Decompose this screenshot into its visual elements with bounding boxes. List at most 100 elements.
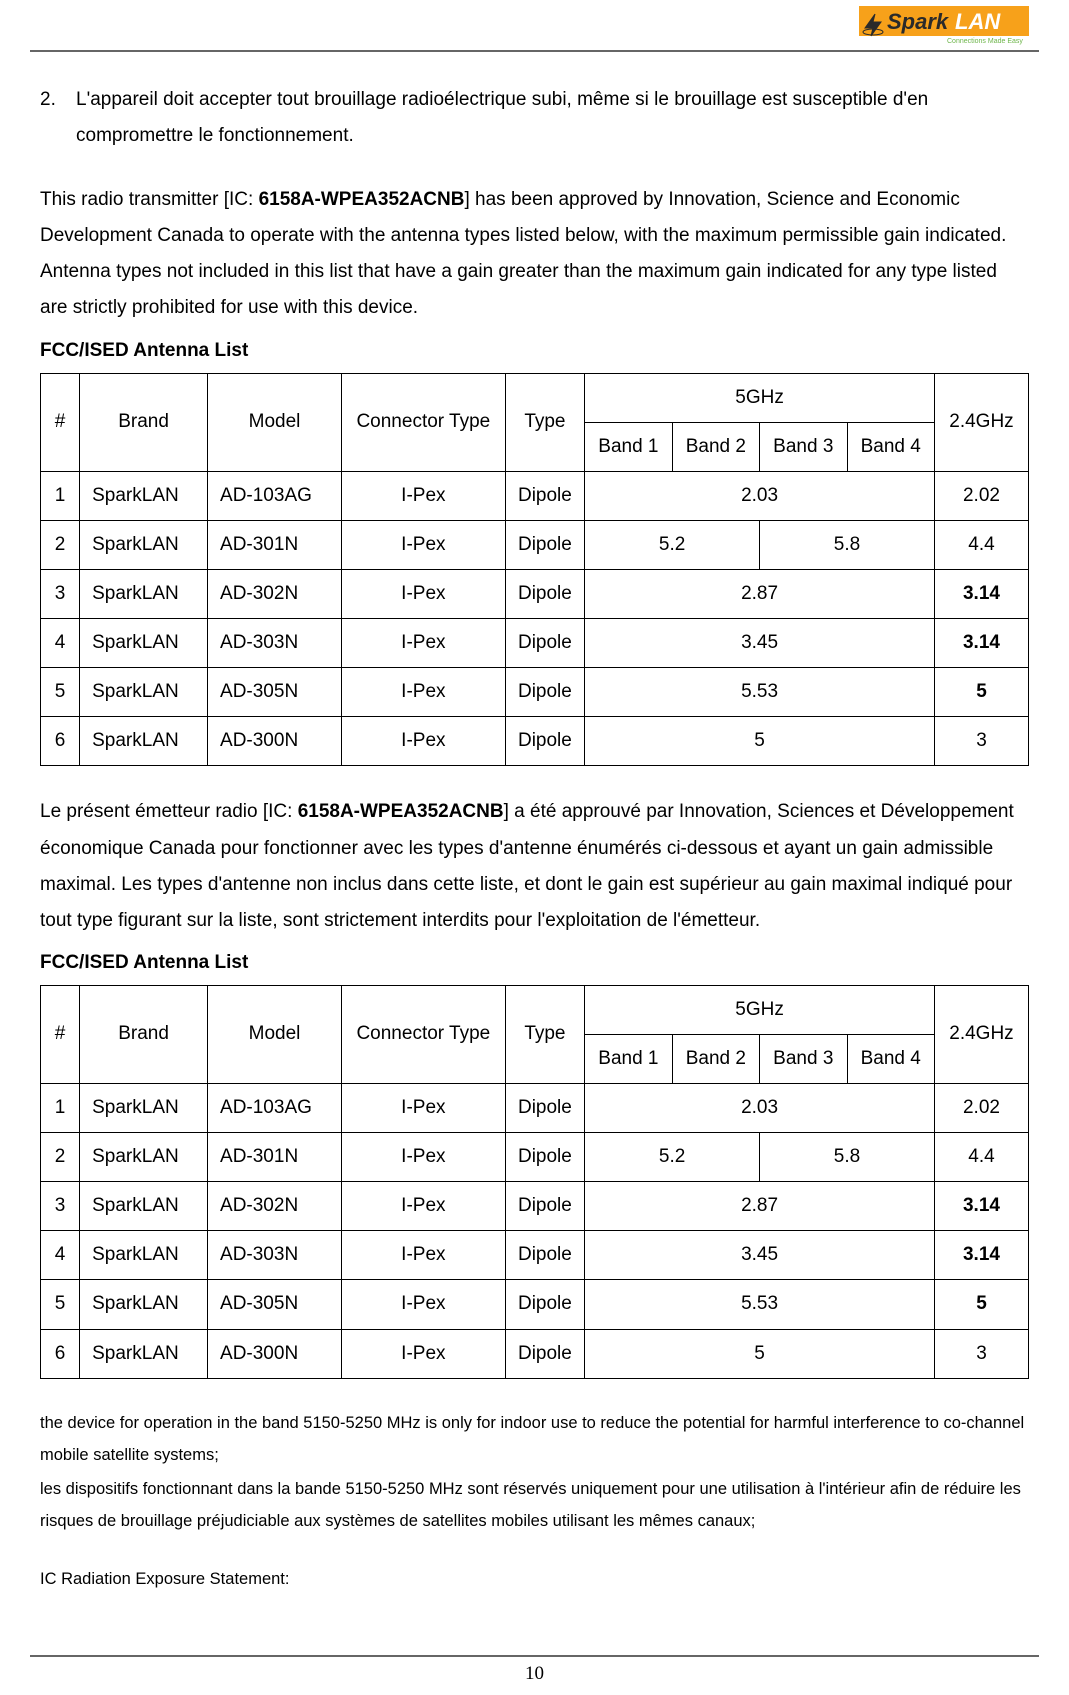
table-cell: SparkLAN [80,1280,208,1329]
table-cell: Dipole [505,570,584,619]
table-cell: Dipole [505,1231,584,1280]
svg-text:Spark: Spark [887,9,950,34]
table-cell: I-Pex [342,471,506,520]
table-cell: AD-300N [208,1329,342,1378]
table-cell: 5 [41,1280,80,1329]
list-number: 2. [40,82,76,154]
header-band1: Band 1 [585,1034,672,1083]
table-cell: 2.03 [585,471,935,520]
table-cell: I-Pex [342,1329,506,1378]
table-cell: 5.8 [760,1133,935,1182]
table-cell: SparkLAN [80,1084,208,1133]
table-cell: SparkLAN [80,570,208,619]
header-band2: Band 2 [672,1034,759,1083]
paragraph-french-transmitter: Le présent émetteur radio [IC: 6158A-WPE… [40,794,1029,938]
header-24ghz: 2.4GHz [934,985,1028,1083]
table-cell: 5 [934,1280,1028,1329]
table-cell: SparkLAN [80,1329,208,1378]
header-num: # [41,985,80,1083]
table-cell: AD-301N [208,520,342,569]
header-divider [30,50,1039,52]
table-cell: SparkLAN [80,668,208,717]
table-cell: I-Pex [342,1182,506,1231]
table-cell: 2.02 [934,1084,1028,1133]
table-cell: SparkLAN [80,471,208,520]
header-band4: Band 4 [847,422,934,471]
table-cell: AD-305N [208,1280,342,1329]
table-cell: 4.4 [934,1133,1028,1182]
spacer [40,1539,1029,1563]
note-english: the device for operation in the band 515… [40,1407,1029,1471]
table-header-row: # Brand Model Connector Type Type 5GHz 2… [41,373,1029,422]
table-cell: Dipole [505,471,584,520]
table-cell: I-Pex [342,570,506,619]
table-cell: 5.8 [760,520,935,569]
table-cell: Dipole [505,520,584,569]
table-cell: 1 [41,471,80,520]
table-row: 4SparkLANAD-303NI-PexDipole3.453.14 [41,1231,1029,1280]
table-cell: 5 [934,668,1028,717]
table-cell: 5.2 [585,520,760,569]
header-num: # [41,373,80,471]
table-cell: Dipole [505,619,584,668]
table-cell: AD-302N [208,1182,342,1231]
table-cell: 3 [41,570,80,619]
table-cell: 4 [41,619,80,668]
antenna-table-2: # Brand Model Connector Type Type 5GHz 2… [40,985,1029,1379]
table-cell: I-Pex [342,1133,506,1182]
table-row: 4SparkLANAD-303NI-PexDipole3.453.14 [41,619,1029,668]
table-cell: I-Pex [342,619,506,668]
header-band3: Band 3 [760,422,847,471]
table-cell: AD-303N [208,619,342,668]
table-cell: 6 [41,717,80,766]
header-connector: Connector Type [342,985,506,1083]
table-cell: 3.14 [934,570,1028,619]
table-cell: 2.02 [934,471,1028,520]
table-cell: AD-305N [208,668,342,717]
header-5ghz: 5GHz [585,373,935,422]
table-cell: SparkLAN [80,619,208,668]
table-title-1: FCC/ISED Antenna List [40,333,1029,369]
header-24ghz: 2.4GHz [934,373,1028,471]
table-cell: Dipole [505,1084,584,1133]
list-text: L'appareil doit accepter tout brouillage… [76,82,1029,154]
table-body-1: 1SparkLANAD-103AGI-PexDipole2.032.022Spa… [41,471,1029,766]
table-cell: SparkLAN [80,1182,208,1231]
table-cell: Dipole [505,668,584,717]
table-cell: 2.87 [585,1182,935,1231]
table-cell: SparkLAN [80,1231,208,1280]
table-cell: 3.14 [934,1182,1028,1231]
table-cell: 3 [41,1182,80,1231]
header-band2: Band 2 [672,422,759,471]
header-band1: Band 1 [585,422,672,471]
table-cell: 3.45 [585,619,935,668]
header-model: Model [208,985,342,1083]
table-cell: 1 [41,1084,80,1133]
table-row: 3SparkLANAD-302NI-PexDipole2.873.14 [41,570,1029,619]
table-cell: I-Pex [342,1084,506,1133]
numbered-list-item: 2. L'appareil doit accepter tout brouill… [40,82,1029,154]
table-cell: 2.87 [585,570,935,619]
svg-text:Connections Made Easy: Connections Made Easy [947,38,1023,45]
header-connector: Connector Type [342,373,506,471]
table-cell: I-Pex [342,717,506,766]
table-cell: 5 [41,668,80,717]
table-cell: 2 [41,520,80,569]
table-cell: I-Pex [342,520,506,569]
header-5ghz: 5GHz [585,985,935,1034]
page-number: 10 [0,1663,1069,1695]
table-cell: I-Pex [342,1231,506,1280]
table-cell: AD-103AG [208,1084,342,1133]
table-cell: AD-303N [208,1231,342,1280]
table-row: 1SparkLANAD-103AGI-PexDipole2.032.02 [41,471,1029,520]
table-cell: 3 [934,717,1028,766]
table-row: 2SparkLANAD-301NI-PexDipole5.25.84.4 [41,1133,1029,1182]
header-brand: Brand [80,985,208,1083]
table-cell: Dipole [505,1280,584,1329]
table-cell: SparkLAN [80,520,208,569]
table-cell: 5.2 [585,1133,760,1182]
table-cell: 4 [41,1231,80,1280]
table-cell: 2 [41,1133,80,1182]
sparklan-logo: Spark LAN Connections Made Easy [859,6,1029,46]
header-type: Type [505,985,584,1083]
